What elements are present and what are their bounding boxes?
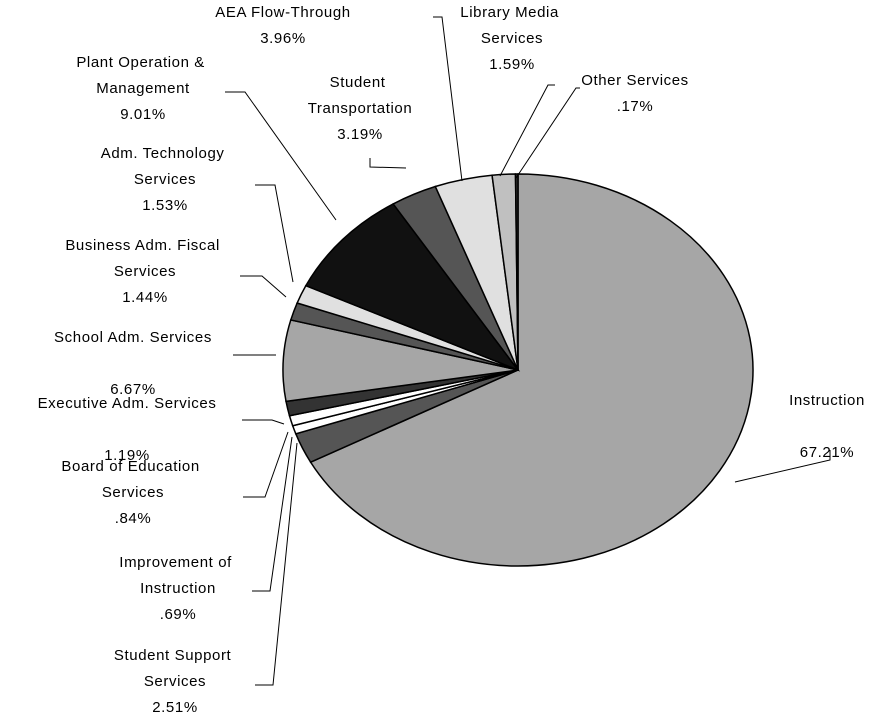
slice-label: Instruction xyxy=(789,392,865,409)
value-label: 67.21% xyxy=(800,444,854,461)
value-label: 9.01% xyxy=(120,106,166,123)
slice-label: Student Support Services xyxy=(114,647,236,690)
leader-line xyxy=(499,84,555,177)
value-label: 3.19% xyxy=(337,126,383,143)
label-line: Instruction xyxy=(140,580,216,597)
label-line: Transportation xyxy=(308,100,413,117)
leader-line xyxy=(255,184,294,283)
value-label: 1.59% xyxy=(489,56,535,73)
leader-line xyxy=(433,16,463,182)
slice-label: Plant Operation & Management xyxy=(76,54,209,97)
slice-label: Student Transportation xyxy=(308,74,413,117)
pie-slice xyxy=(514,173,519,371)
slice-label: Board of Education Services xyxy=(61,458,204,501)
label-line: Library Media xyxy=(460,4,563,21)
value-label: 6.67% xyxy=(110,381,156,398)
slice-label: Executive Adm. Services xyxy=(38,395,217,412)
label-line: AEA Flow-Through xyxy=(215,4,351,21)
leader-line xyxy=(243,431,289,498)
label-line: Improvement of xyxy=(119,554,236,571)
leader-line xyxy=(242,419,285,425)
leader-line xyxy=(369,158,407,169)
slice-label: Library Media Services xyxy=(460,4,563,47)
label-line: Instruction xyxy=(789,392,865,409)
label-line: School Adm. Services xyxy=(54,329,212,346)
value-label: .17% xyxy=(617,98,654,115)
value-label: 1.44% xyxy=(122,289,168,306)
label-line: Executive Adm. Services xyxy=(38,395,217,412)
label-line: Services xyxy=(481,30,543,47)
label-line: Services xyxy=(114,263,176,280)
label-line: Services xyxy=(144,673,206,690)
leader-line xyxy=(240,275,287,298)
pie-slice xyxy=(304,202,521,372)
slice-label: Business Adm. Fiscal Services xyxy=(65,237,224,280)
label-line: Services xyxy=(102,484,164,501)
label-line: Adm. Technology xyxy=(101,145,230,162)
label-line: Services xyxy=(134,171,196,188)
slice-label: Improvement of Instruction xyxy=(119,554,236,597)
leader-line xyxy=(734,450,831,483)
label-line: Other Services xyxy=(581,72,689,89)
label-line: Plant Operation & xyxy=(76,54,209,71)
leader-line xyxy=(255,442,298,686)
label-line: Student Support xyxy=(114,647,236,664)
value-label: .84% xyxy=(115,510,152,527)
value-label: 3.96% xyxy=(260,30,306,47)
leader-line xyxy=(515,87,580,179)
label-line: Management xyxy=(96,80,190,97)
slice-label: AEA Flow-Through xyxy=(215,4,351,21)
label-line: Student xyxy=(330,74,391,91)
value-label: 1.53% xyxy=(142,197,188,214)
value-label: .69% xyxy=(160,606,197,623)
value-label: 1.19% xyxy=(104,447,150,464)
slice-label: Other Services xyxy=(581,72,689,89)
label-line: Board of Education xyxy=(61,458,204,475)
label-line: Business Adm. Fiscal xyxy=(65,237,224,254)
value-label: 2.51% xyxy=(152,699,198,716)
slice-label: School Adm. Services xyxy=(54,329,212,346)
leader-line xyxy=(225,91,337,221)
slice-label: Adm. Technology Services xyxy=(101,145,230,188)
leader-line xyxy=(252,436,293,592)
pie-slice xyxy=(309,173,754,567)
